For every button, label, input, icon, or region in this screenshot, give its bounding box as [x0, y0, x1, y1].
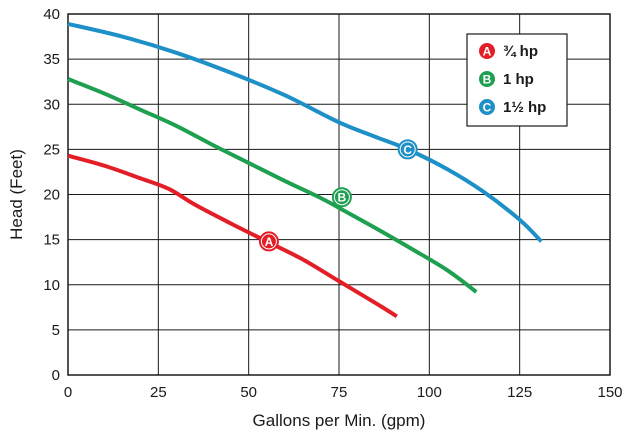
x-tick-label: 0 [64, 384, 72, 401]
y-axis-label: Head (Feet) [7, 149, 26, 240]
plot-frame [67, 13, 611, 376]
series-line-c [67, 21, 543, 243]
x-tick-label: 150 [597, 384, 622, 401]
series-line-b [67, 77, 478, 294]
series-line-a [67, 153, 398, 319]
y-tick-label: 5 [52, 322, 60, 339]
series-marker-letter: C [403, 143, 412, 157]
series-marker-letter: A [265, 235, 274, 249]
y-tick-label: 35 [43, 51, 60, 68]
x-axis-ticks: 0 25 50 75 100 125 150 [64, 384, 623, 401]
series-marker-fill [334, 190, 349, 205]
legend-swatch-letter: A [483, 45, 492, 59]
y-axis-ticks: 0 5 10 15 20 25 30 35 40 [43, 6, 60, 384]
legend-swatch-c [479, 99, 495, 115]
y-tick-label: 0 [52, 367, 60, 384]
series-marker-letter: B [338, 191, 347, 205]
x-tick-label: 100 [417, 384, 442, 401]
legend-swatch-letter: B [483, 73, 492, 87]
x-tick-label: 75 [331, 384, 348, 401]
legend-label: ¾ hp [503, 43, 538, 60]
series-lines [67, 21, 543, 319]
y-tick-label: 15 [43, 232, 60, 249]
x-tick-label: 125 [507, 384, 532, 401]
series-marker-fill [400, 142, 415, 157]
x-tick-label: 25 [150, 384, 167, 401]
series-markers: A B C [258, 139, 418, 252]
y-tick-label: 40 [43, 6, 60, 23]
legend: A ¾ hp B 1 hp C 1½ hp [466, 33, 568, 127]
legend-swatch-a [479, 43, 495, 59]
x-axis-label: Gallons per Min. (gpm) [253, 411, 426, 430]
legend-swatch-b [479, 71, 495, 87]
legend-label: 1 hp [503, 71, 534, 88]
y-tick-label: 20 [43, 187, 60, 204]
y-tick-label: 30 [43, 96, 60, 113]
x-tick-label: 50 [240, 384, 257, 401]
series-marker-fill [261, 234, 276, 249]
legend-swatch-letter: C [483, 101, 492, 115]
legend-label: 1½ hp [503, 99, 546, 116]
y-tick-label: 10 [43, 277, 60, 294]
y-tick-label: 25 [43, 141, 60, 158]
